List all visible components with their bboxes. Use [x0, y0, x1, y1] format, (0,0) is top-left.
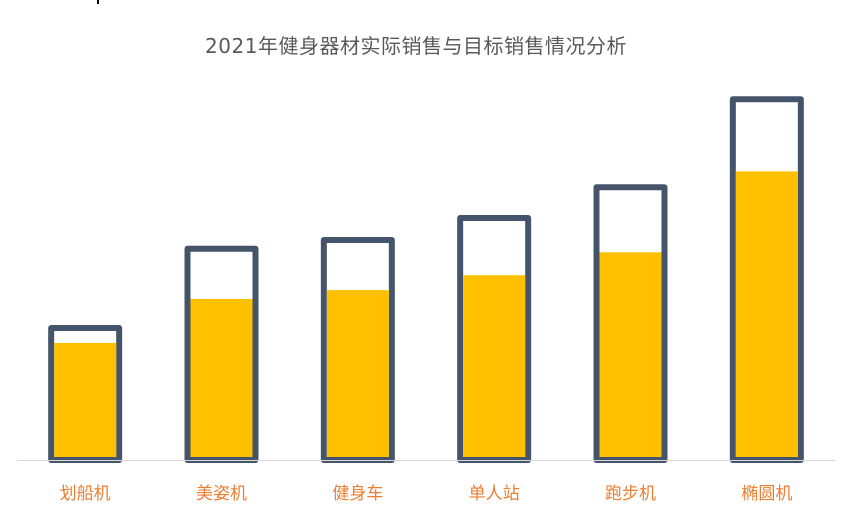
actual-bar-0	[54, 342, 117, 457]
actual-bar-group	[54, 171, 798, 458]
category-label-group: 划船机 美姿机 健身车 单人站 跑步机 椭圆机	[60, 484, 793, 504]
category-label-4: 跑步机	[605, 484, 656, 504]
corner-tick-mark	[97, 0, 99, 4]
actual-bar-4	[599, 252, 662, 457]
actual-bar-5	[735, 171, 798, 458]
category-label-5: 椭圆机	[741, 484, 792, 504]
actual-bar-1	[190, 298, 253, 457]
chart-title: 2021年健身器材实际销售与目标销售情况分析	[205, 34, 627, 58]
category-label-2: 健身车	[332, 484, 383, 504]
target-bar-group	[48, 96, 804, 463]
category-label-0: 划船机	[60, 484, 111, 504]
category-label-1: 美姿机	[196, 484, 247, 504]
actual-bar-2	[326, 290, 389, 457]
actual-bar-3	[463, 275, 526, 457]
category-label-3: 单人站	[469, 484, 520, 504]
